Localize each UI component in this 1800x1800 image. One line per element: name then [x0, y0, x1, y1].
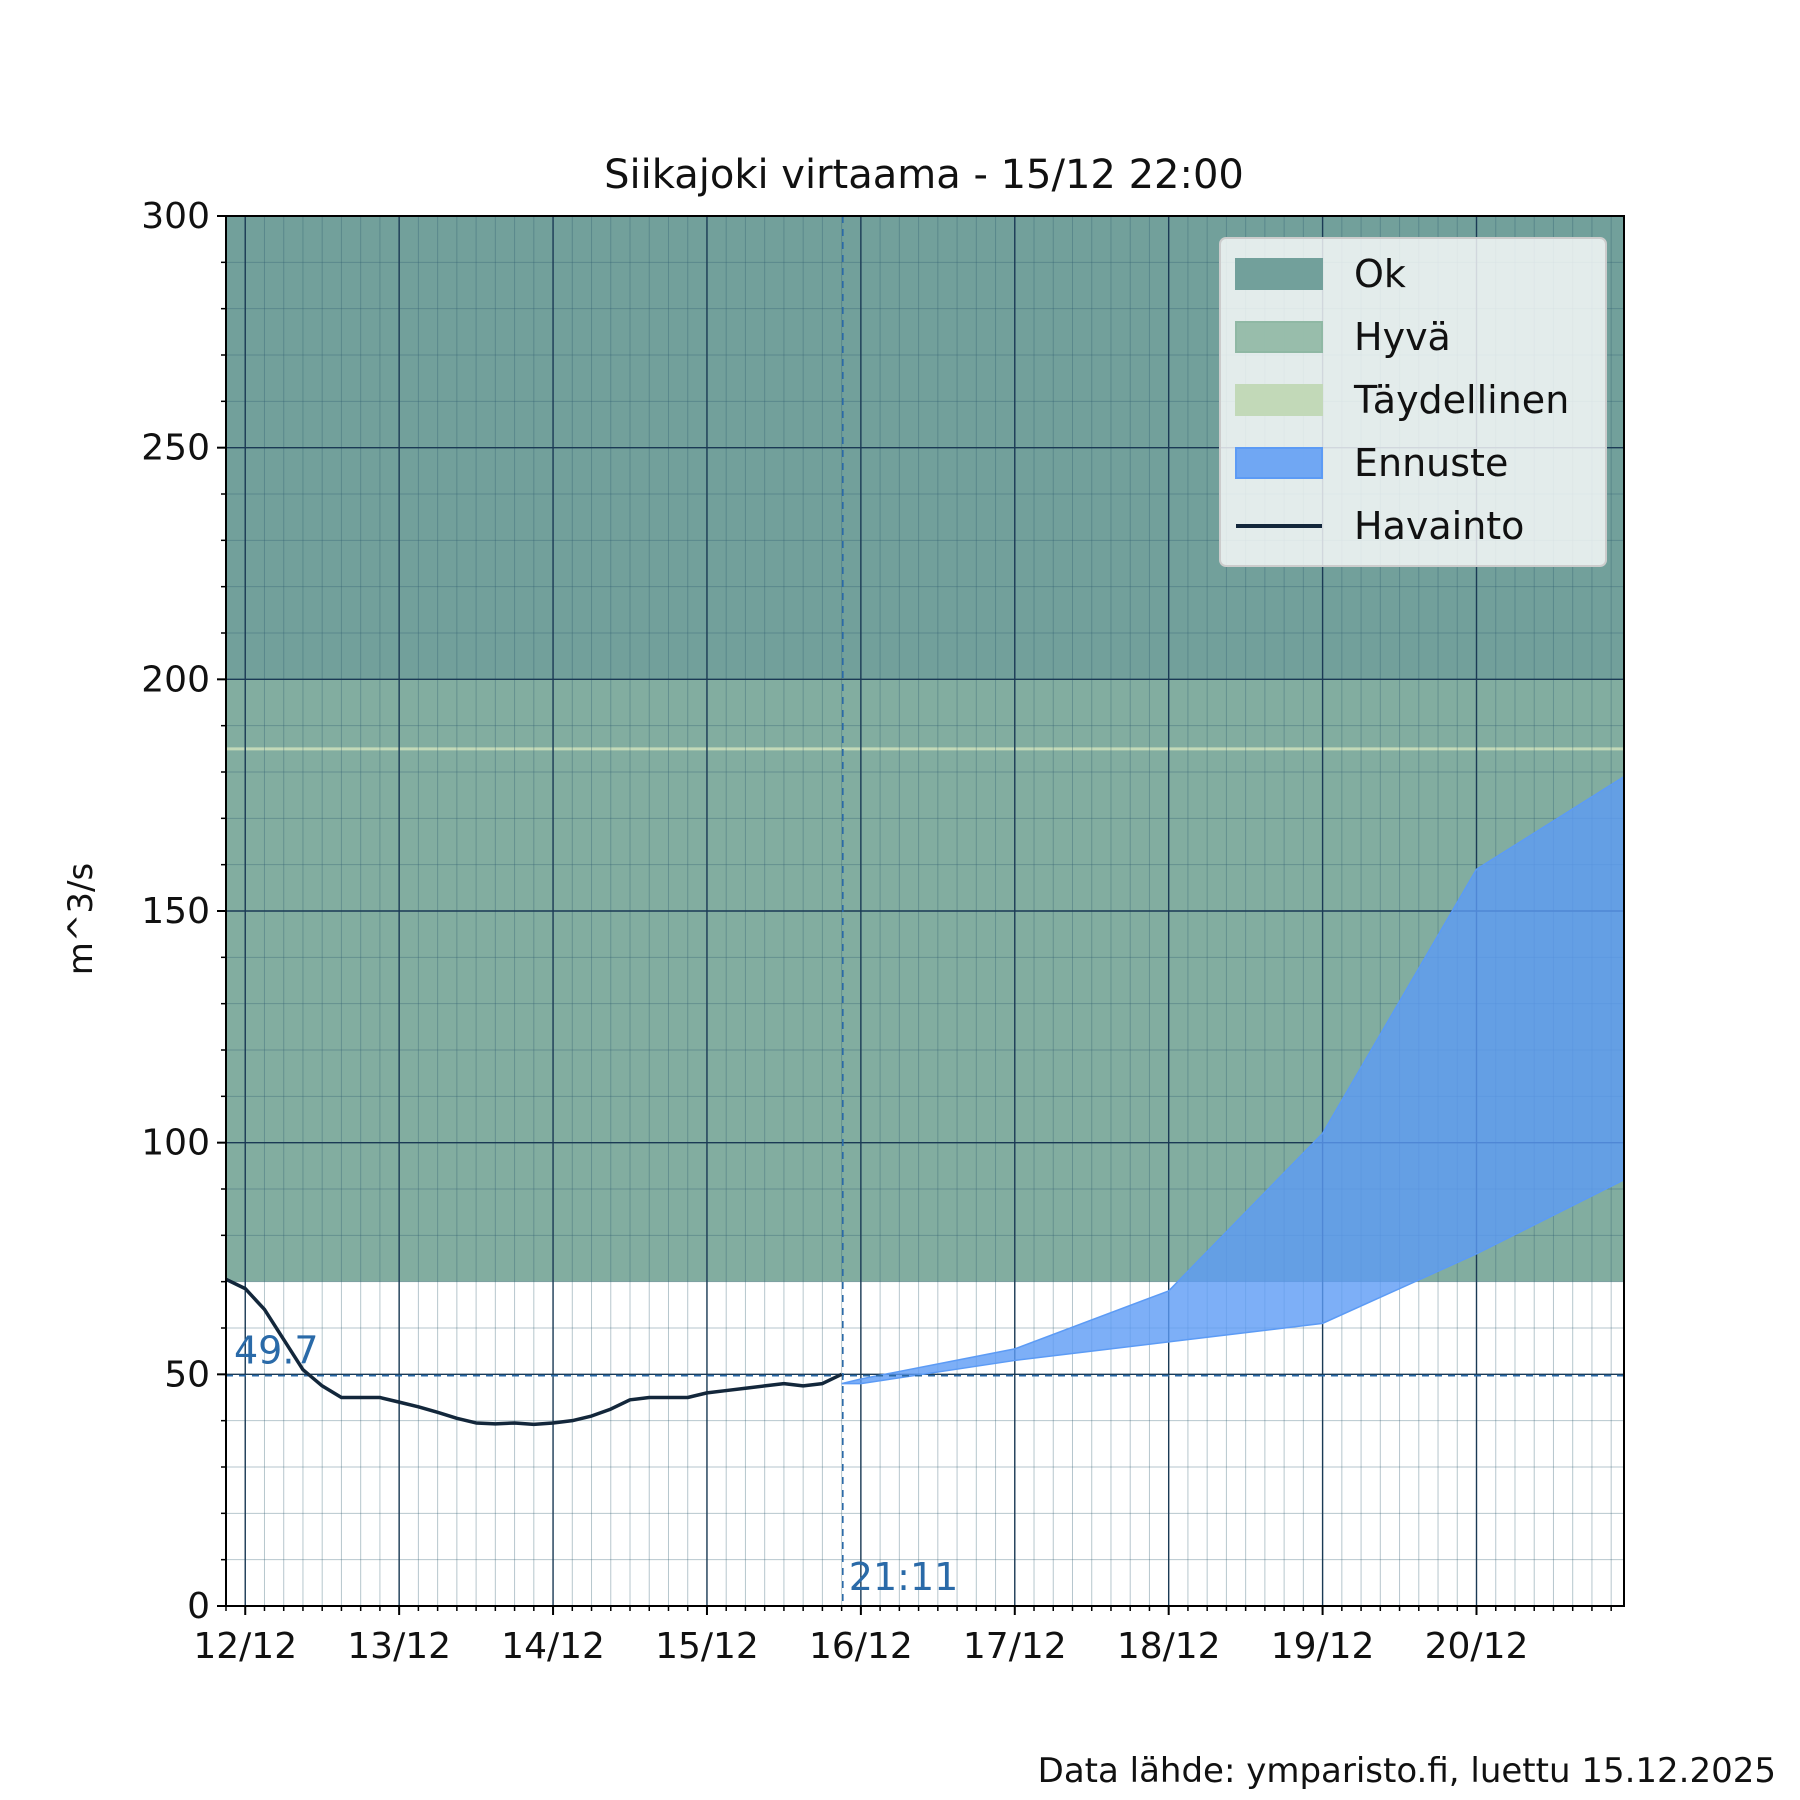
x-tick-label: 20/12 [1425, 1626, 1529, 1667]
x-tick-label: 15/12 [655, 1626, 759, 1667]
current-time-label: 21:11 [849, 1555, 959, 1599]
y-axis-label: m^3/s [61, 863, 101, 975]
y-tick-label: 200 [141, 659, 210, 700]
x-tick-label: 12/12 [193, 1626, 297, 1667]
chart-title: Siikajoki virtaama - 15/12 22:00 [604, 152, 1244, 198]
legend-label: Ennuste [1354, 441, 1508, 485]
y-tick-label: 100 [141, 1123, 210, 1164]
legend-swatch [1235, 384, 1323, 416]
observation-line [226, 1277, 843, 1427]
legend-swatch [1235, 258, 1323, 290]
y-tick-label: 50 [164, 1354, 210, 1395]
x-tick-label: 16/12 [809, 1626, 913, 1667]
x-tick-label: 13/12 [347, 1626, 451, 1667]
x-tick-label: 17/12 [963, 1626, 1067, 1667]
legend-swatch [1235, 447, 1323, 479]
x-tick-label: 18/12 [1117, 1626, 1221, 1667]
legend-label: Täydellinen [1353, 378, 1569, 422]
legend-label: Ok [1354, 252, 1406, 296]
x-tick-label: 14/12 [501, 1626, 605, 1667]
y-tick-label: 150 [141, 891, 210, 932]
forecast-band [841, 775, 1624, 1385]
y-tick-label: 300 [141, 196, 210, 237]
legend-box [1219, 237, 1607, 567]
data-source-note: Data lähde: ymparisto.fi, luettu 15.12.2… [1038, 1751, 1776, 1791]
y-tick-label: 250 [141, 428, 210, 469]
legend-label: Hyvä [1354, 315, 1451, 359]
reference-line-label: 49.7 [234, 1329, 319, 1373]
legend-label: Havainto [1354, 504, 1524, 548]
x-tick-label: 19/12 [1271, 1626, 1375, 1667]
legend-swatch [1235, 321, 1323, 353]
y-tick-label: 0 [187, 1586, 210, 1627]
